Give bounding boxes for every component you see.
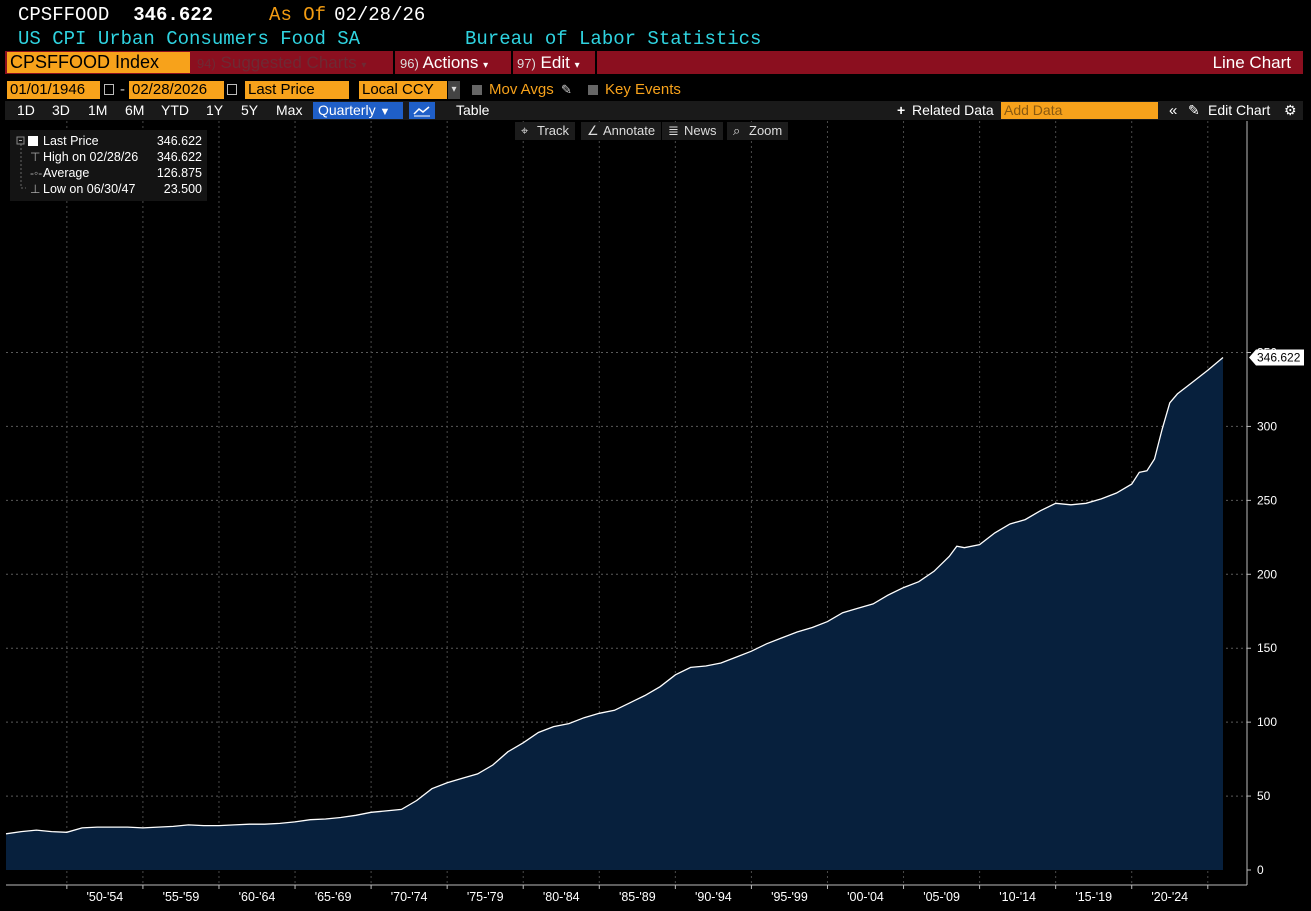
y-tick-label: 150: [1257, 641, 1277, 655]
data-source: Bureau of Labor Statistics: [465, 28, 762, 50]
y-tick-label: 0: [1257, 863, 1264, 877]
series-area: [6, 357, 1223, 870]
low-marker-icon: ⊥: [30, 182, 41, 196]
y-tick-label: 200: [1257, 567, 1277, 581]
mov-avgs-label[interactable]: Mov Avgs: [489, 81, 554, 98]
x-tick-label: '85-'89: [619, 890, 656, 904]
price-field-select[interactable]: Last Price: [245, 81, 349, 99]
range-1y[interactable]: 1Y: [206, 102, 224, 118]
ticker-label: CPSFFOOD: [18, 4, 110, 26]
zoom-tool-button[interactable]: ⌕ Zoom: [727, 122, 789, 140]
date-range-dash: -: [120, 81, 125, 98]
plus-icon: +: [897, 102, 906, 118]
crosshair-icon: ⌖: [521, 123, 529, 138]
x-tick-label: '05-'09: [923, 890, 960, 904]
table-button[interactable]: Table: [456, 102, 490, 118]
x-tick-label: '50-'54: [87, 890, 124, 904]
x-tick-label: '75-'79: [467, 890, 504, 904]
collapse-icon[interactable]: «: [1169, 102, 1178, 119]
last-value-tag: [1249, 349, 1304, 366]
average-marker-icon: -◦-: [30, 166, 43, 180]
x-tick-label: '80-'84: [543, 890, 580, 904]
x-tick-label: '00-'04: [847, 890, 884, 904]
range-toolbar: 1D 3D 1M 6M YTD 1Y 5Y Max Quarterly ▼ Ta…: [5, 101, 1303, 120]
currency-select[interactable]: Local CCY: [359, 81, 447, 99]
security-description: US CPI Urban Consumers Food SA: [18, 28, 361, 50]
actions-menu-button[interactable]: 96) Actions ▾: [400, 53, 489, 72]
x-tick-label: '55-'59: [163, 890, 200, 904]
gear-icon[interactable]: ⚙: [1284, 102, 1297, 118]
edit-chart-button[interactable]: Edit Chart: [1208, 102, 1271, 118]
mov-avgs-checkbox[interactable]: [472, 85, 482, 95]
chart-legend: Last Price 346.622 ⊤ High on 02/28/26 346.6…: [10, 130, 207, 201]
annotate-tool-button[interactable]: ∠ Annotate: [581, 122, 662, 140]
series-line: [5, 357, 1224, 835]
news-tool-button[interactable]: ≣ News: [662, 122, 723, 140]
line-chart-icon[interactable]: [409, 102, 435, 119]
x-tick-label: '65-'69: [315, 890, 352, 904]
series-swatch: [28, 136, 38, 146]
range-3d[interactable]: 3D: [52, 102, 70, 118]
end-date-field[interactable]: 02/28/2026: [129, 81, 224, 99]
chevron-down-icon[interactable]: ▾: [448, 81, 460, 99]
magnifier-icon: ⌕: [733, 123, 741, 138]
legend-last-price[interactable]: Last Price 346.622: [16, 133, 202, 149]
suggested-charts-button[interactable]: 94) Suggested Charts ▾: [197, 53, 367, 72]
chevron-down-icon: ▼: [379, 106, 391, 118]
x-tick-label: '20-'24: [1151, 890, 1188, 904]
add-data-input[interactable]: Add Data: [1001, 102, 1158, 119]
x-tick-label: '95-'99: [771, 890, 808, 904]
last-price-value: 346.622: [133, 4, 214, 26]
calendar-icon[interactable]: [227, 84, 237, 95]
security-field[interactable]: CPSFFOOD Index: [7, 52, 190, 73]
related-data-button[interactable]: Related Data: [912, 102, 994, 118]
edit-menu-button[interactable]: 97) Edit ▾: [517, 53, 580, 72]
chart-type-label: Line Chart: [1212, 53, 1291, 72]
security-description-line: US CPI Urban Consumers Food SA Bureau of…: [18, 28, 761, 50]
calendar-icon[interactable]: [104, 84, 114, 95]
legend-average: -◦- Average 126.875: [30, 166, 202, 180]
y-tick-label: 100: [1257, 715, 1277, 729]
high-marker-icon: ⊤: [30, 150, 41, 164]
x-tick-label: '90-'94: [695, 890, 732, 904]
y-tick-label: 300: [1257, 419, 1277, 433]
chevron-down-icon: ▾: [483, 60, 489, 71]
y-tick-label: 250: [1257, 493, 1277, 507]
range-6m[interactable]: 6M: [125, 102, 145, 118]
key-events-checkbox[interactable]: [588, 85, 598, 95]
as-of-label: As Of: [269, 4, 327, 26]
range-1d[interactable]: 1D: [17, 102, 35, 118]
as-of-date: 02/28/26: [334, 4, 426, 26]
last-value-label: 346.622: [1257, 350, 1301, 364]
range-max[interactable]: Max: [276, 102, 303, 118]
legend-low: ⊥ Low on 06/30/47 23.500: [30, 182, 202, 196]
pencil-icon[interactable]: ✎: [561, 82, 572, 97]
x-tick-label: '15-'19: [1075, 890, 1112, 904]
pencil-icon: ✎: [1188, 102, 1200, 118]
pencil-icon: ∠: [587, 123, 599, 138]
x-tick-label: '70-'74: [391, 890, 428, 904]
frequency-select[interactable]: Quarterly ▼: [313, 102, 403, 119]
range-ytd[interactable]: YTD: [161, 102, 189, 118]
command-toolbar: CPSFFOOD Index 94) Suggested Charts ▾ 96…: [5, 51, 1303, 74]
x-tick-label: '60-'64: [239, 890, 276, 904]
key-events-label[interactable]: Key Events: [605, 81, 681, 98]
track-tool-button[interactable]: ⌖ Track: [515, 122, 576, 140]
legend-high: ⊤ High on 02/28/26 346.622: [30, 150, 202, 164]
range-1m[interactable]: 1M: [88, 102, 108, 118]
security-header: CPSFFOOD 346.622 As Of 02/28/26: [18, 4, 425, 26]
chevron-down-icon: ▾: [361, 60, 367, 71]
chevron-down-icon: ▾: [574, 60, 580, 71]
start-date-field[interactable]: 01/01/1946: [7, 81, 100, 99]
range-5y[interactable]: 5Y: [241, 102, 259, 118]
y-tick-label: 50: [1257, 789, 1271, 803]
x-tick-label: '10-'14: [999, 890, 1036, 904]
list-icon: ≣: [668, 123, 679, 138]
